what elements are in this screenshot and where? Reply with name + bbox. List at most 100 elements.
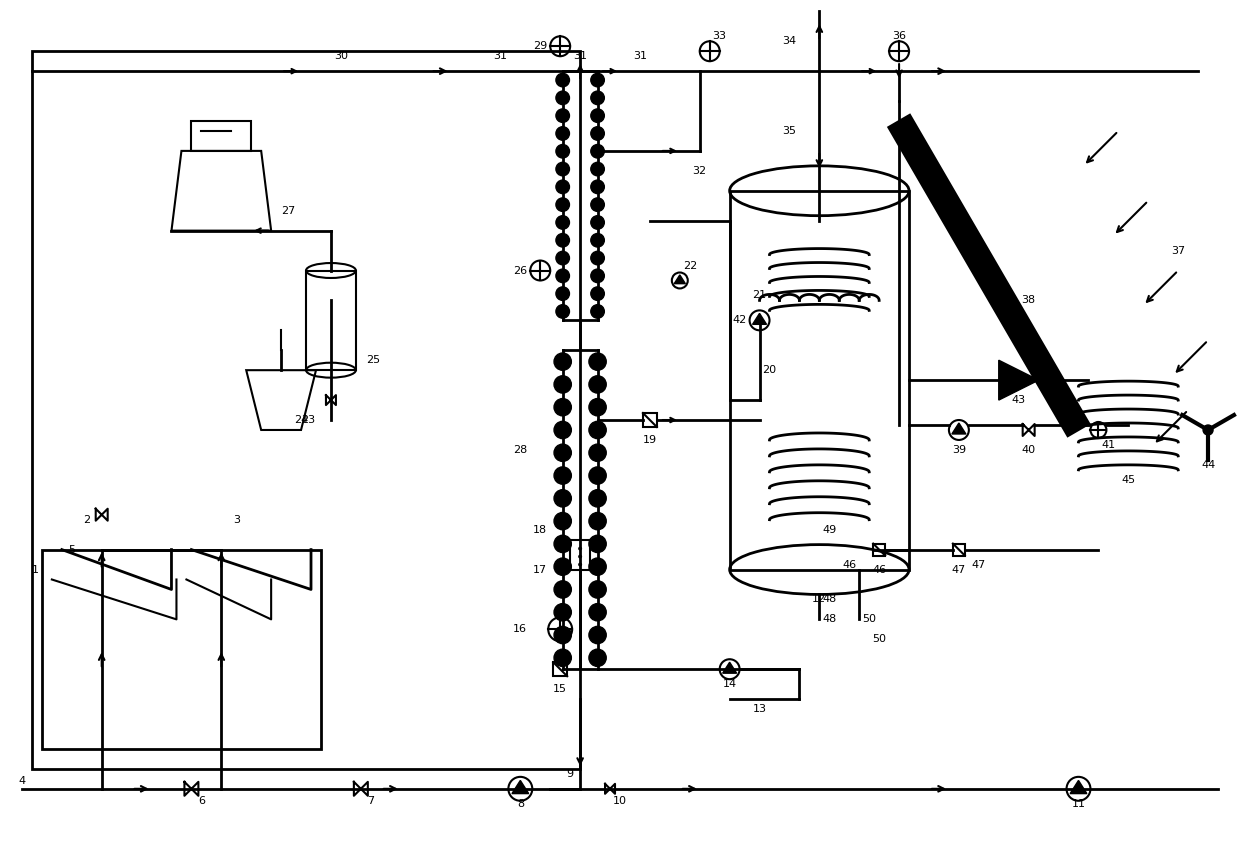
Text: 14: 14 xyxy=(723,679,737,689)
Text: 8: 8 xyxy=(517,799,523,808)
Polygon shape xyxy=(998,360,1039,400)
Circle shape xyxy=(554,399,572,416)
Polygon shape xyxy=(512,780,528,794)
Text: 27: 27 xyxy=(281,206,295,216)
Text: 12: 12 xyxy=(812,594,826,604)
Circle shape xyxy=(578,563,582,567)
Circle shape xyxy=(589,353,606,371)
Circle shape xyxy=(556,180,569,194)
Text: 31: 31 xyxy=(632,51,647,61)
Circle shape xyxy=(554,467,572,484)
Bar xyxy=(729,190,909,570)
Text: 7: 7 xyxy=(367,796,374,806)
Circle shape xyxy=(590,91,604,105)
Text: 29: 29 xyxy=(533,42,547,51)
Circle shape xyxy=(589,513,606,530)
Text: 44: 44 xyxy=(1202,460,1215,470)
Polygon shape xyxy=(952,423,966,434)
Circle shape xyxy=(589,626,606,643)
Text: 33: 33 xyxy=(713,31,727,42)
Circle shape xyxy=(556,127,569,140)
Circle shape xyxy=(578,547,582,551)
Text: 47: 47 xyxy=(952,564,966,575)
Text: 46: 46 xyxy=(842,559,857,570)
Text: 39: 39 xyxy=(952,445,966,455)
Text: 48: 48 xyxy=(822,594,837,604)
Circle shape xyxy=(556,269,569,282)
Circle shape xyxy=(589,422,606,439)
Text: 11: 11 xyxy=(1071,799,1085,808)
Circle shape xyxy=(590,269,604,282)
Text: 34: 34 xyxy=(782,37,796,46)
Circle shape xyxy=(949,420,968,440)
Polygon shape xyxy=(723,662,737,673)
Circle shape xyxy=(589,581,606,598)
Text: 37: 37 xyxy=(1171,246,1185,256)
Text: 16: 16 xyxy=(513,625,527,634)
Text: 45: 45 xyxy=(1121,475,1136,484)
Circle shape xyxy=(556,304,569,318)
Circle shape xyxy=(672,273,688,288)
Bar xyxy=(873,544,885,556)
Text: 50: 50 xyxy=(872,634,887,644)
Circle shape xyxy=(554,581,572,598)
Circle shape xyxy=(556,144,569,158)
Circle shape xyxy=(590,162,604,176)
Circle shape xyxy=(554,376,572,393)
Circle shape xyxy=(554,604,572,620)
Circle shape xyxy=(589,467,606,484)
Circle shape xyxy=(554,626,572,643)
Bar xyxy=(32,51,580,769)
Circle shape xyxy=(556,91,569,105)
Circle shape xyxy=(589,649,606,666)
Text: 2: 2 xyxy=(83,515,91,524)
Text: 3: 3 xyxy=(233,515,239,524)
Circle shape xyxy=(590,304,604,318)
Text: 5: 5 xyxy=(68,545,76,554)
Text: 36: 36 xyxy=(892,31,906,42)
Circle shape xyxy=(554,422,572,439)
Text: 10: 10 xyxy=(613,796,627,806)
Circle shape xyxy=(556,216,569,230)
Circle shape xyxy=(589,490,606,507)
Text: 26: 26 xyxy=(513,265,527,275)
Circle shape xyxy=(590,234,604,247)
Circle shape xyxy=(554,558,572,575)
Text: 42: 42 xyxy=(733,315,746,326)
Circle shape xyxy=(554,353,572,371)
Circle shape xyxy=(554,444,572,462)
Circle shape xyxy=(589,558,606,575)
Polygon shape xyxy=(888,115,1089,436)
Bar xyxy=(642,413,657,427)
Text: 9: 9 xyxy=(567,769,574,779)
Text: 4: 4 xyxy=(19,776,26,786)
Circle shape xyxy=(578,554,582,558)
Circle shape xyxy=(590,198,604,212)
Bar xyxy=(42,550,321,749)
Text: 32: 32 xyxy=(693,166,707,176)
Circle shape xyxy=(589,536,606,552)
Text: 47: 47 xyxy=(972,559,986,570)
Text: 31: 31 xyxy=(494,51,507,61)
Circle shape xyxy=(556,109,569,122)
Text: 1: 1 xyxy=(32,564,38,575)
Circle shape xyxy=(556,198,569,212)
Text: 43: 43 xyxy=(1012,395,1025,405)
Circle shape xyxy=(590,216,604,230)
Bar xyxy=(570,540,590,570)
Text: 46: 46 xyxy=(872,564,887,575)
Polygon shape xyxy=(675,275,686,284)
Text: 50: 50 xyxy=(862,615,877,625)
Circle shape xyxy=(589,399,606,416)
Circle shape xyxy=(554,536,572,552)
Circle shape xyxy=(554,490,572,507)
Circle shape xyxy=(590,109,604,122)
Text: 38: 38 xyxy=(1022,296,1035,305)
Circle shape xyxy=(589,604,606,620)
Circle shape xyxy=(556,73,569,87)
Circle shape xyxy=(508,777,532,801)
Text: 31: 31 xyxy=(573,51,587,61)
Polygon shape xyxy=(753,314,766,325)
Text: 13: 13 xyxy=(753,704,766,714)
Circle shape xyxy=(1203,425,1213,435)
